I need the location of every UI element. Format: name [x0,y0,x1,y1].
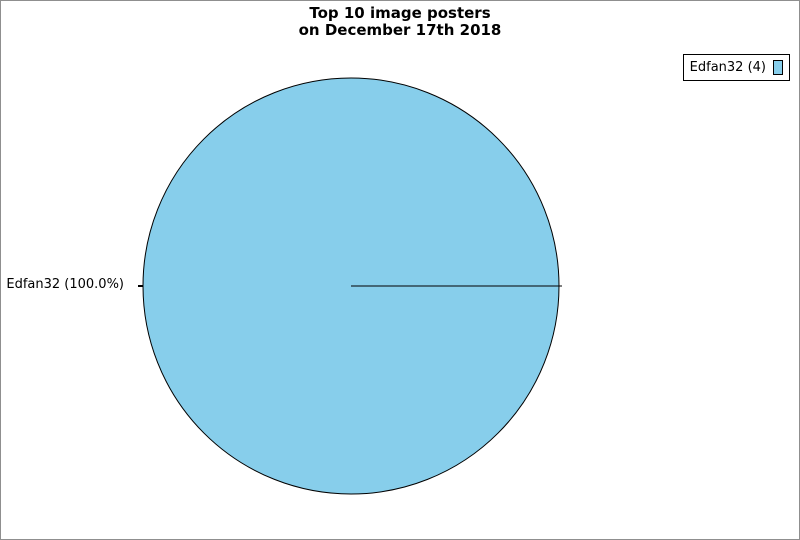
legend-entry: Edfan32 (4) [690,60,783,75]
pie-slice-label: Edfan32 (100.0%) [6,277,124,292]
chart-title: Top 10 image posters on December 17th 20… [1,5,799,39]
legend-entry-label: Edfan32 (4) [689,59,766,75]
legend: Edfan32 (4) [682,54,790,81]
chart-title-line2: on December 17th 2018 [298,21,502,39]
legend-swatch [773,60,783,75]
chart-title-line1: Top 10 image posters [309,4,491,22]
